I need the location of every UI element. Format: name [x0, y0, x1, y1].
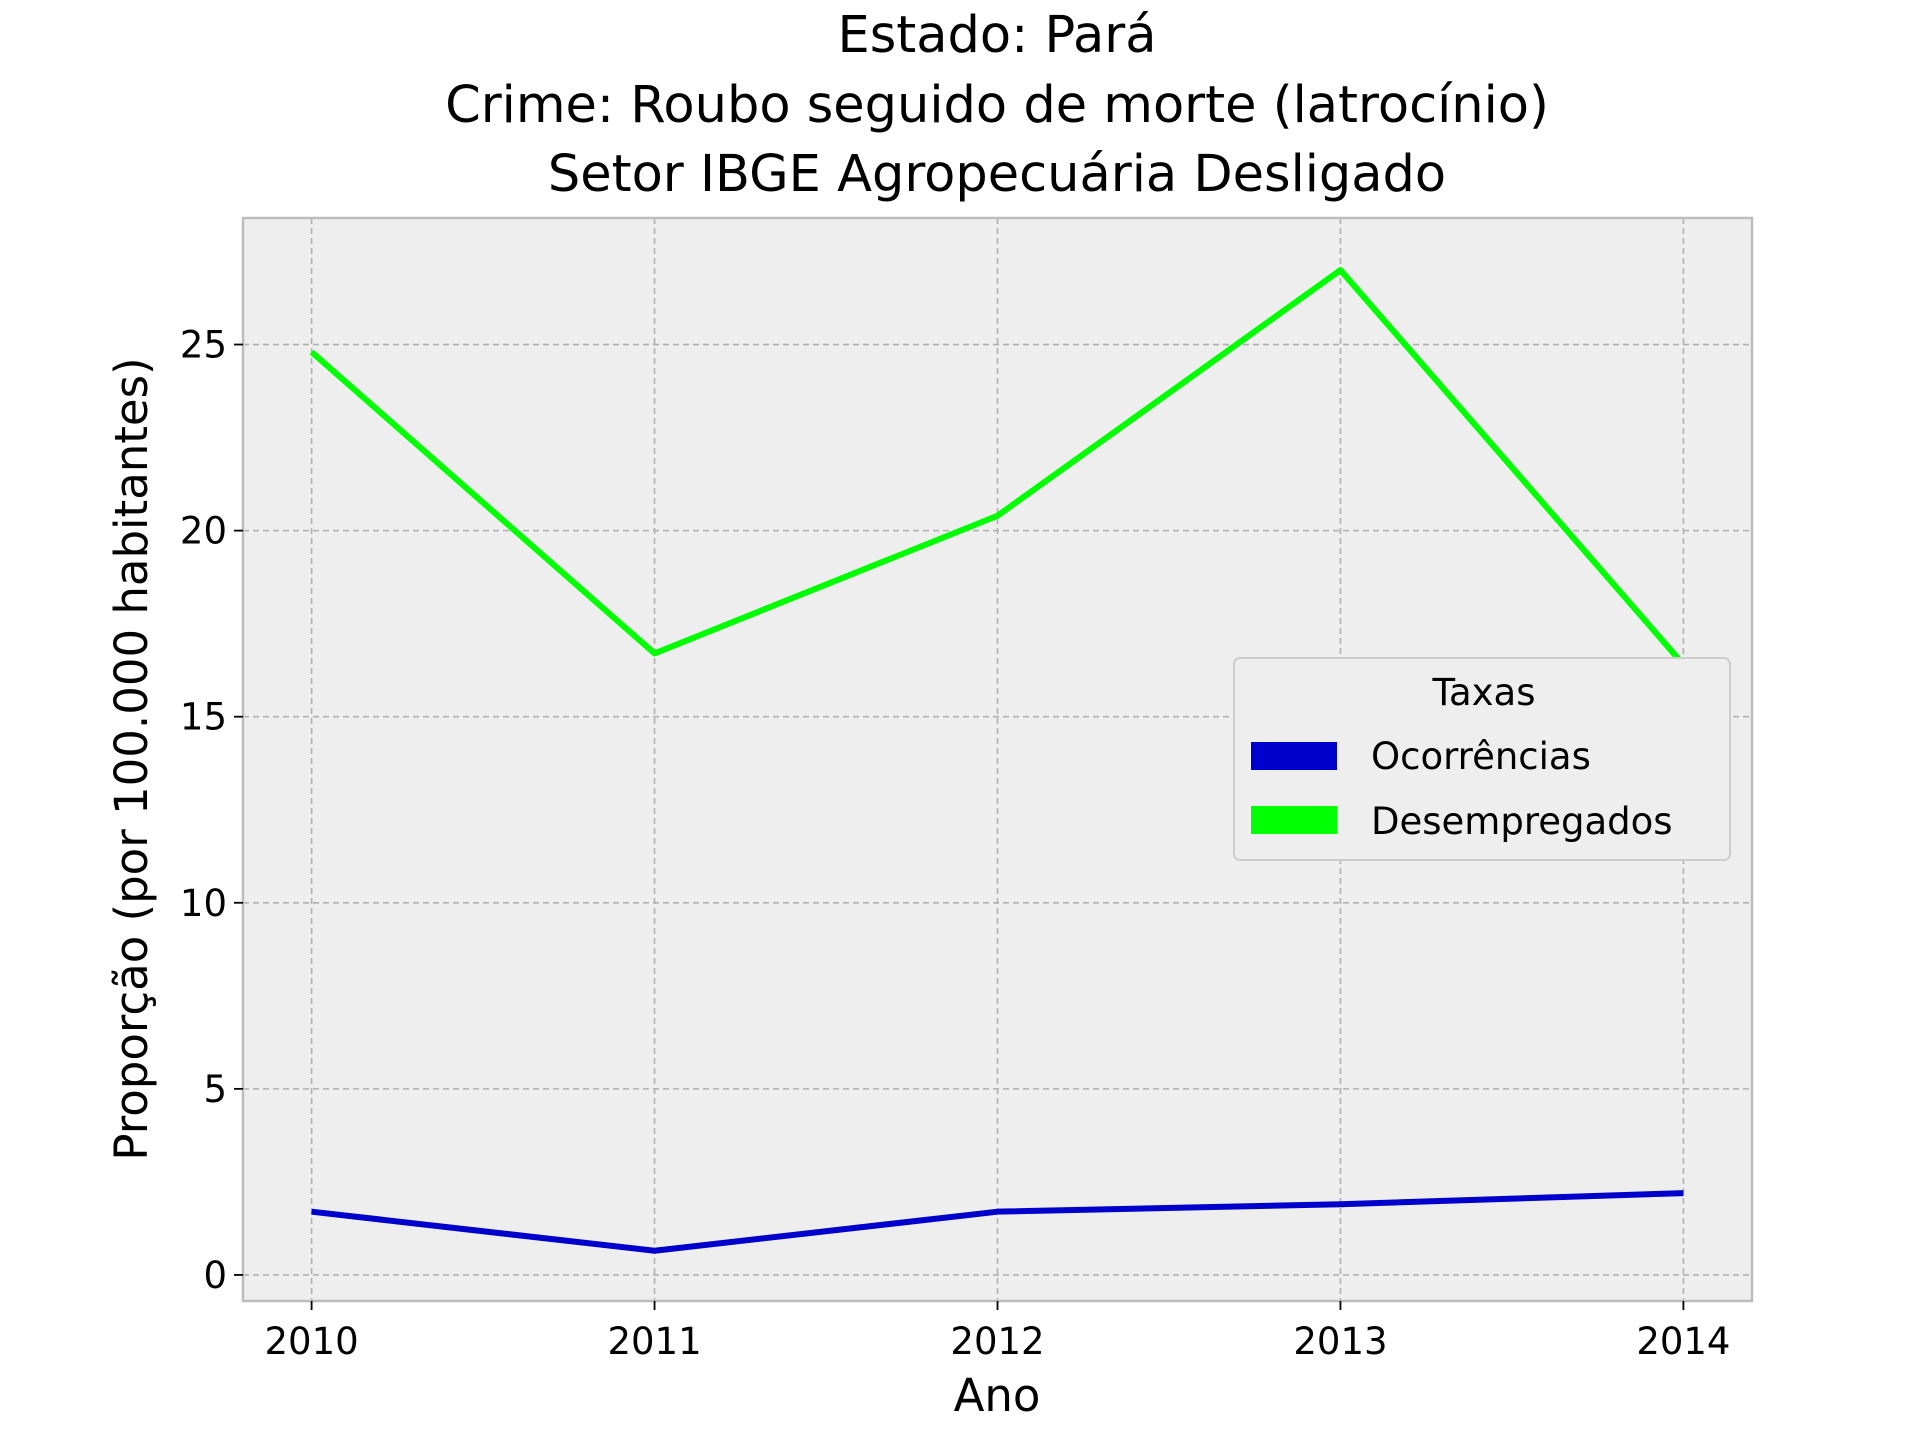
series-lines	[309, 267, 1686, 1254]
y-tick-label-10: 10	[180, 882, 227, 925]
legend-label-desempregados: Desempregados	[1371, 800, 1673, 843]
x-tick-label-2013: 2013	[1293, 1320, 1387, 1363]
x-tick-label-2014: 2014	[1636, 1320, 1730, 1363]
legend: Taxas Ocorrências Desempregados	[1233, 657, 1731, 861]
x-tick-label-2010: 2010	[265, 1320, 359, 1363]
x-tick-label-2011: 2011	[607, 1320, 701, 1363]
y-tick-label-0: 0	[203, 1254, 227, 1297]
series-line-desempregados	[309, 267, 1686, 667]
legend-swatch-ocorrencias	[1251, 742, 1337, 770]
y-axis-ticks: 0 5 10 15 20 25	[180, 324, 243, 1297]
y-tick-label-5: 5	[203, 1068, 227, 1111]
chart-title-line-2: Crime: Roubo seguido de morte (latrocíni…	[445, 76, 1549, 135]
grid-lines	[243, 218, 1752, 1301]
x-axis-label: Ano	[954, 1369, 1041, 1422]
y-tick-label-15: 15	[180, 696, 227, 739]
legend-swatch-desempregados	[1251, 806, 1337, 834]
chart-title: Estado: Pará Crime: Roubo seguido de mor…	[445, 6, 1549, 204]
legend-title: Taxas	[1432, 671, 1536, 714]
chart-title-line-3: Setor IBGE Agropecuária Desligado	[548, 145, 1446, 204]
x-axis-ticks: 2010 2011 2012 2013 2014	[265, 1301, 1730, 1363]
x-tick-label-2012: 2012	[950, 1320, 1044, 1363]
series-line-ocorrencias	[311, 1190, 1684, 1254]
chart-title-line-1: Estado: Pará	[838, 6, 1157, 65]
y-tick-label-20: 20	[180, 510, 227, 553]
legend-label-ocorrencias: Ocorrências	[1371, 735, 1591, 778]
y-tick-label-25: 25	[180, 324, 227, 367]
y-axis-label: Proporção (por 100.000 habitantes)	[105, 357, 158, 1160]
legend-box	[1233, 657, 1731, 861]
